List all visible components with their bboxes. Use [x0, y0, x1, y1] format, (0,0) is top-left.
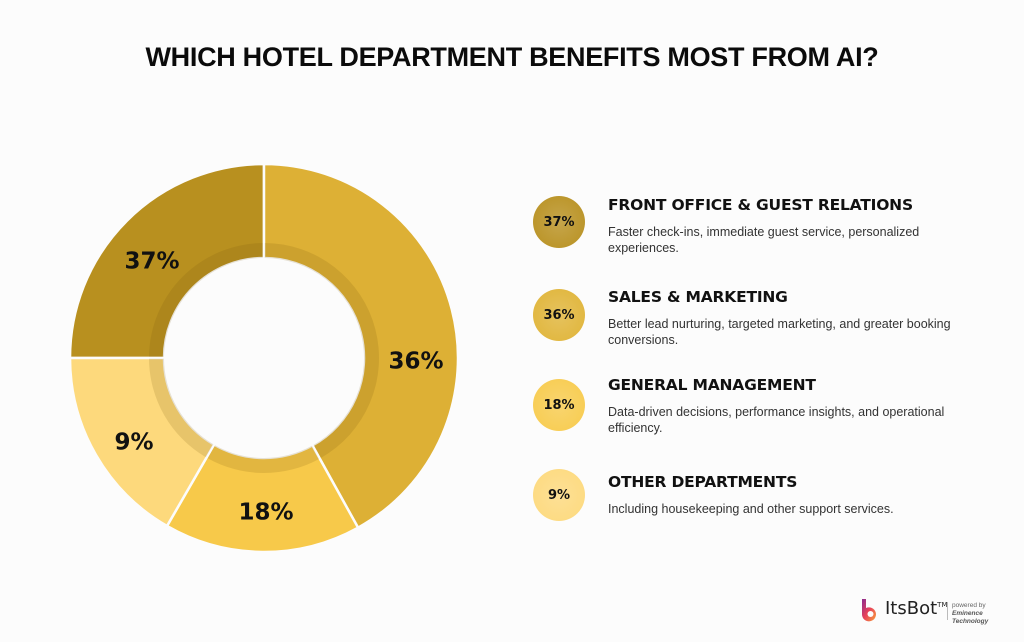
slice-label-2: 18%: [238, 500, 293, 526]
chart-title: WHICH HOTEL DEPARTMENT BENEFITS MOST FRO…: [145, 42, 879, 72]
legend-dot: 18%: [533, 379, 585, 431]
legend-item-other-departments: 9% OTHER DEPARTMENTS Including housekeep…: [532, 469, 1002, 553]
itsbot-logo: ItsBotTM powered by Eminence Technology: [858, 596, 1018, 626]
legend-title: OTHER DEPARTMENTS: [608, 473, 798, 491]
legend-item-sales-marketing: 36% SALES & MARKETING Better lead nurtur…: [532, 288, 1002, 368]
logo-powered-by: powered by Eminence Technology: [952, 602, 989, 625]
donut-inner-band-2: [207, 444, 320, 473]
logo-name: ItsBotTM: [885, 598, 948, 619]
donut-slice-3: [68, 356, 216, 528]
logo-divider: [947, 602, 948, 620]
slice-label-3: 9%: [114, 430, 153, 456]
donut-inner-band-3: [149, 358, 214, 458]
legend-title: FRONT OFFICE & GUEST RELATIONS: [608, 196, 913, 214]
donut-chart: 37% 36% 18% 9%: [68, 162, 460, 554]
legend-title: SALES & MARKETING: [608, 288, 788, 306]
legend-dot: 37%: [533, 196, 585, 248]
slice-label-1: 36%: [388, 349, 443, 375]
donut-slice-2: [165, 442, 360, 554]
legend-desc: Faster check-ins, immediate guest servic…: [608, 225, 920, 255]
legend-desc: Including housekeeping and other support…: [608, 502, 894, 516]
donut-slice-0: [68, 162, 266, 360]
legend-desc: Better lead nurturing, targeted marketin…: [608, 317, 951, 347]
legend-item-general-management: 18% GENERAL MANAGEMENT Data-driven decis…: [532, 376, 1002, 456]
donut-slice-1: [262, 162, 460, 530]
donut-inner-band-0: [149, 243, 264, 358]
legend-dot: 36%: [533, 289, 585, 341]
slice-label-0: 37%: [124, 249, 179, 275]
legend-desc: Data-driven decisions, performance insig…: [608, 405, 945, 435]
legend-dot: 9%: [533, 469, 585, 521]
legend-title: GENERAL MANAGEMENT: [608, 376, 816, 394]
itsbot-logo-icon: [861, 599, 876, 622]
legend-item-front-office: 37% FRONT OFFICE & GUEST RELATIONS Faste…: [532, 196, 1002, 276]
donut-inner-band-1: [264, 243, 379, 459]
